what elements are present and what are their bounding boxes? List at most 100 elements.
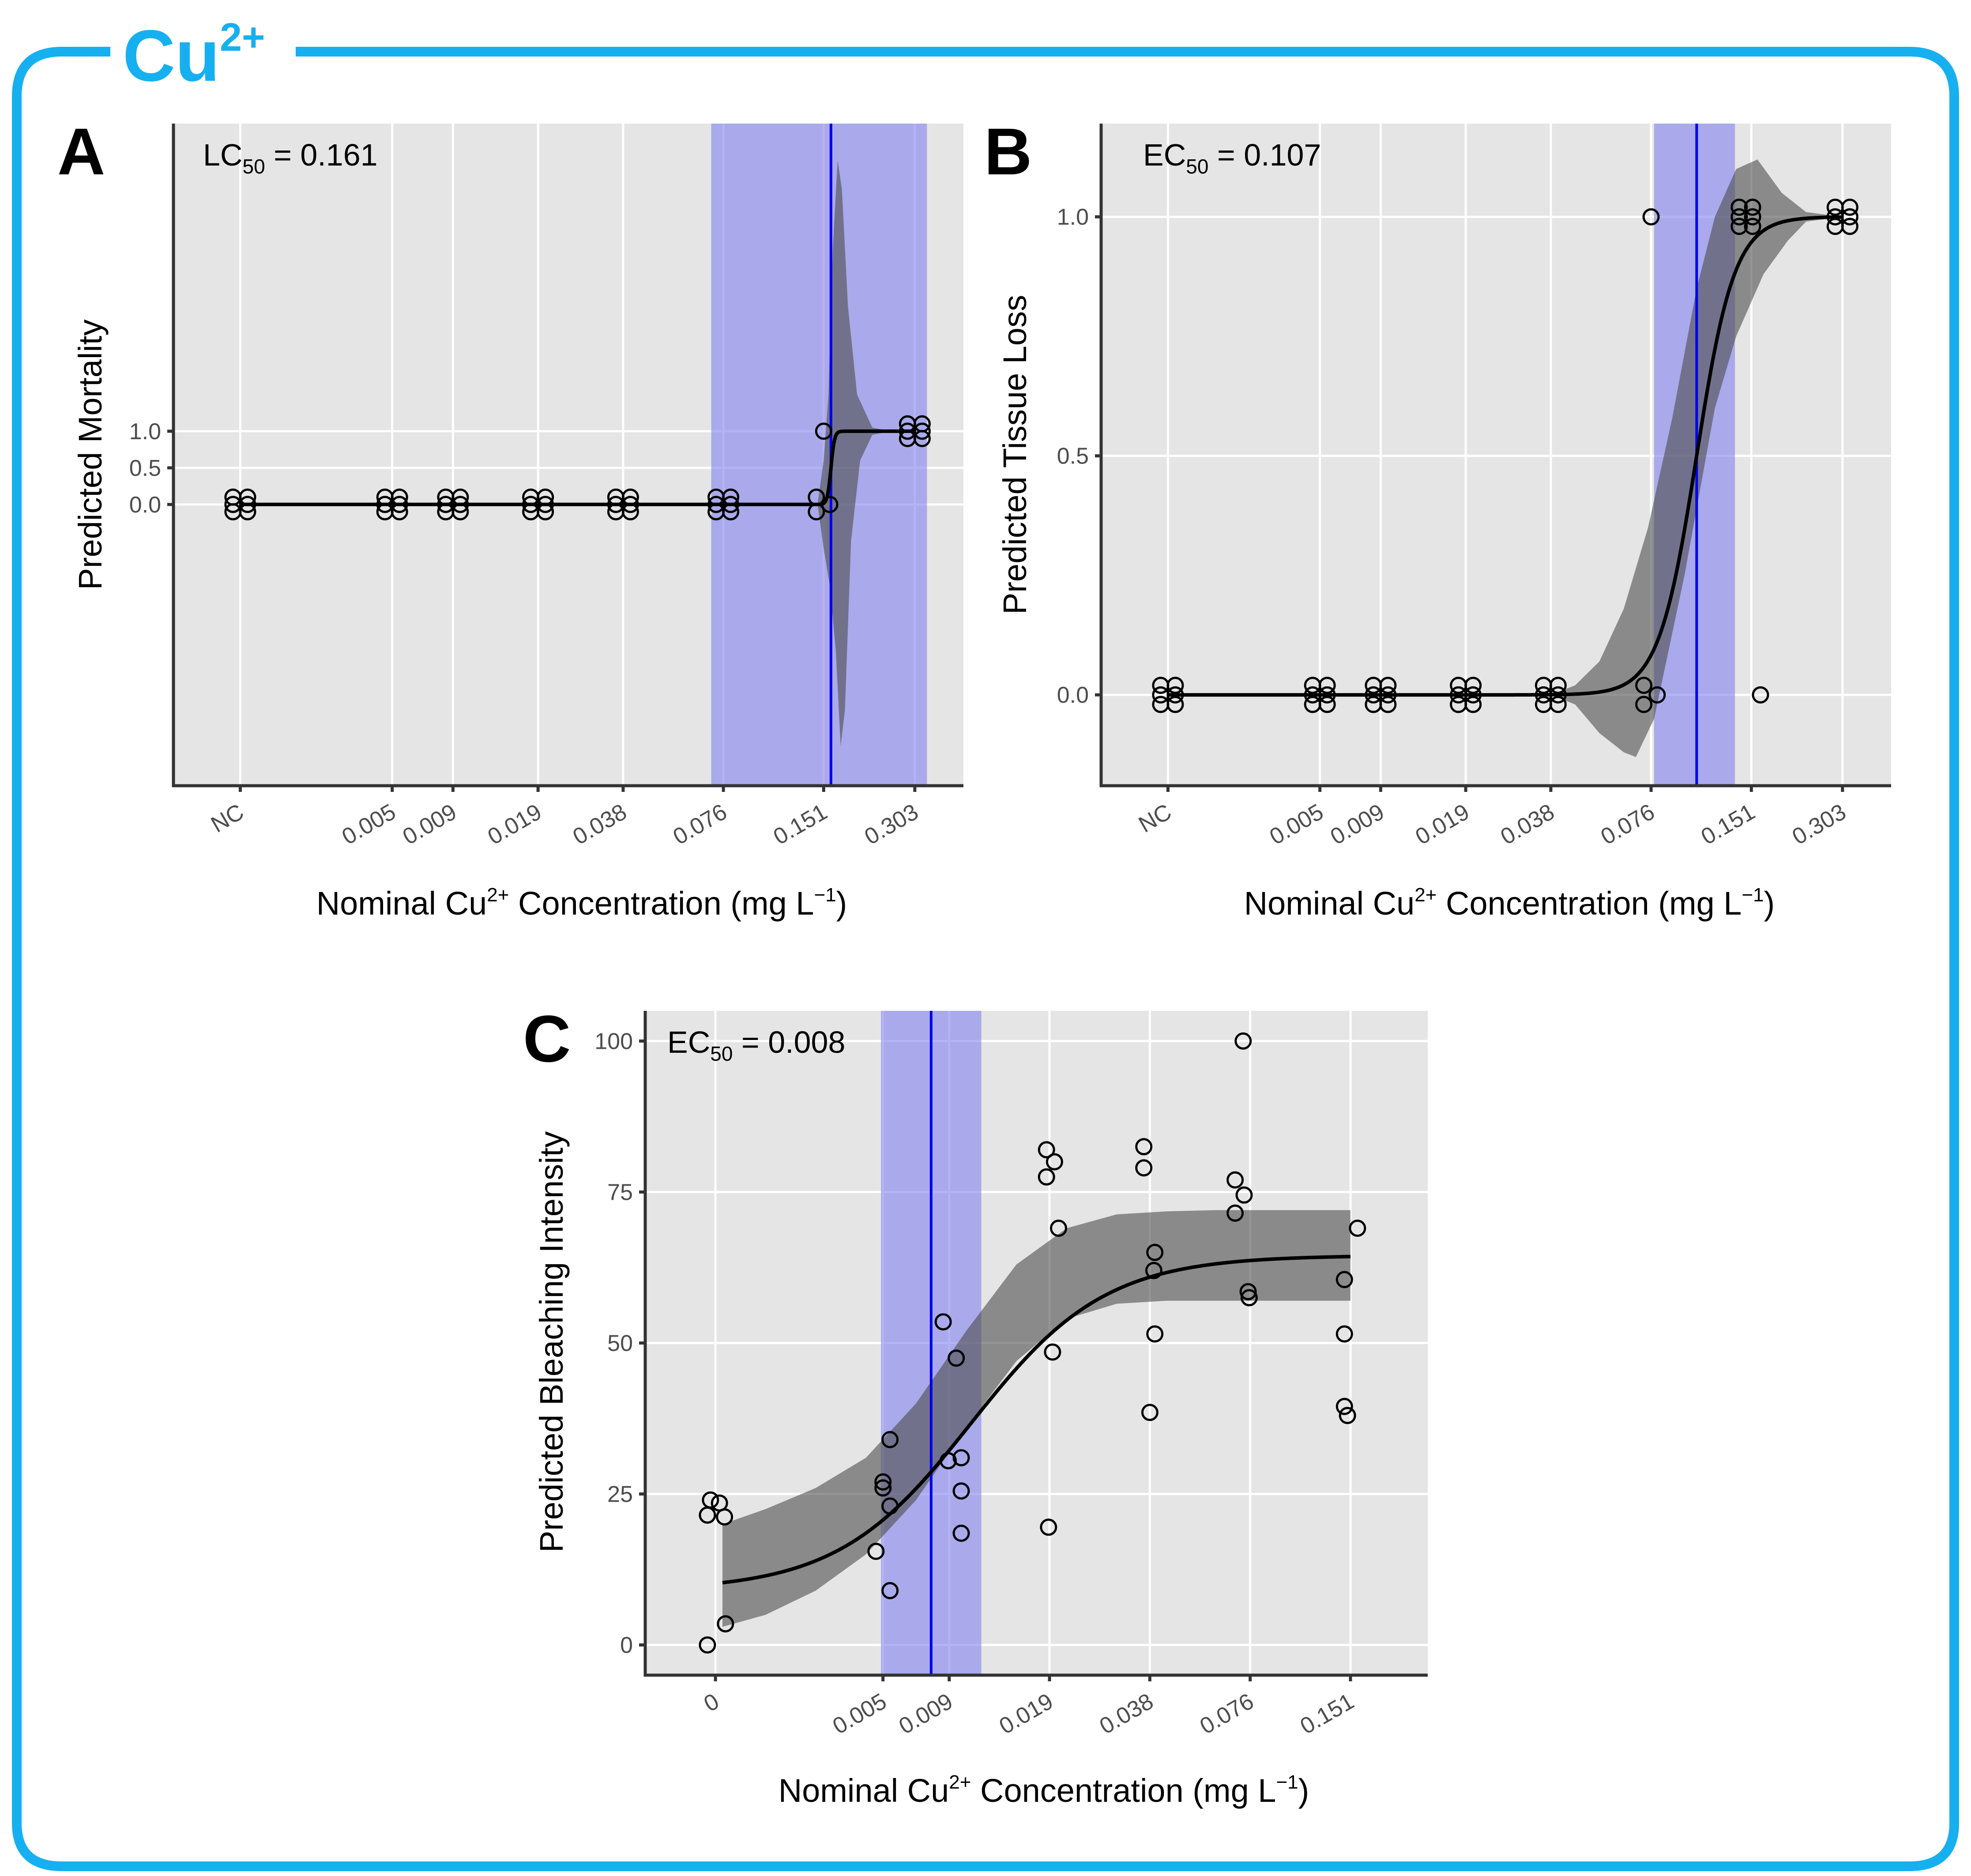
panel-a-point-31 [722, 496, 740, 513]
figure-frame [12, 47, 1959, 1871]
panel-a-point-45 [913, 430, 931, 447]
panel-c-xlabel-sup1: 2+ [949, 1771, 971, 1793]
panel-a-point-11 [391, 503, 408, 520]
panel-c-x-tick-label-2: 0.009 [895, 1688, 957, 1739]
panel-b-point-44 [1841, 199, 1858, 216]
panel-a-point-1 [239, 496, 256, 513]
panel-c-xlabel-pre: Nominal Cu [779, 1772, 949, 1809]
panel-b-point-36 [1730, 199, 1748, 216]
panel-a-point-35 [722, 503, 740, 520]
panel-b-xlabel-sup1: 2+ [1414, 884, 1437, 906]
panel-c-fit-curve [722, 1254, 1351, 1585]
panel-b-point-29 [1549, 696, 1567, 713]
panel-b-x-tick-label-2: 0.009 [1326, 799, 1389, 850]
panel-c-stat-value: = 0.008 [733, 1025, 845, 1059]
panel-b-point-7 [1318, 686, 1336, 704]
panel-c-point-8 [881, 1431, 899, 1448]
panel-b-point-5 [1166, 696, 1184, 713]
panel-c-point-11 [881, 1582, 899, 1599]
panel-a-point-17 [451, 503, 469, 520]
panel-b-point-17 [1379, 696, 1397, 713]
panel-a-y-tick-labels: 0.0 0.5 1.0 [129, 419, 161, 518]
panel-c-point-34 [1239, 1283, 1257, 1300]
panel-b-letter: B [984, 114, 1032, 188]
panel-c-x-tick-label-6: 0.151 [1296, 1688, 1358, 1739]
panel-b-stat-value: = 0.107 [1208, 138, 1321, 172]
panel-b-point-19 [1464, 686, 1482, 704]
panel-c-point-5 [716, 1508, 733, 1526]
panel-c-ec50-label: EC50 = 0.008 [667, 1025, 845, 1065]
panel-a-point-39 [815, 422, 832, 440]
panel-c-point-35 [1240, 1289, 1258, 1307]
panel-a-fit-curve [240, 429, 915, 506]
panel-c-y-tick-label-4: 100 [594, 1028, 633, 1054]
panel-b-xlabel-post: ) [1764, 885, 1775, 922]
panel-c-point-19 [1038, 1168, 1055, 1186]
panel-c-point-21 [1050, 1220, 1067, 1237]
panel-a-x-axis-title: Nominal Cu2+ Concentration (mg L−1) [316, 884, 847, 922]
panel-b-y-tick-label-0: 0.0 [1057, 682, 1089, 708]
panel-c-point-27 [1145, 1262, 1162, 1279]
panel-c-point-22 [1044, 1343, 1061, 1361]
panel-b-point-15 [1379, 677, 1397, 694]
panel-a-point-41 [913, 422, 931, 440]
panel-c-xlabel-sup2: −1 [1276, 1771, 1298, 1793]
panel-b-point-46 [1841, 218, 1858, 235]
panel-c-point-13 [948, 1349, 965, 1367]
ion-charge: 2+ [220, 15, 265, 60]
panel-b-ec50-label: EC50 = 0.107 [1143, 138, 1321, 178]
ion-title: Cu2+ [123, 15, 265, 96]
panel-c-point-4 [699, 1506, 716, 1524]
panel-a-x-tick-label-2: 0.009 [399, 799, 461, 850]
panel-c-xlabel-post: ) [1298, 1772, 1309, 1809]
panel-c-point-33 [1226, 1204, 1244, 1222]
panel-b-x-tick-label-7: 0.303 [1788, 799, 1851, 850]
panel-c-y-axis-title: Predicted Bleaching Intensity [533, 1131, 570, 1552]
panel-c-point-39 [1335, 1398, 1353, 1415]
panel-b-stat-subscript: 50 [1186, 155, 1208, 178]
panel-c-point-14 [940, 1452, 957, 1469]
panel-c-point-9 [881, 1497, 899, 1515]
panel-b-xlabel-sup2: −1 [1742, 884, 1764, 906]
panel-c-point-26 [1146, 1243, 1164, 1261]
panel-a-point-25 [621, 496, 639, 513]
panel-c-point-36 [1335, 1271, 1353, 1288]
panel-a-point-13 [451, 496, 469, 513]
panel-b-y-axis-title: Predicted Tissue Loss [997, 295, 1033, 614]
panel-a-letter: A [57, 114, 105, 188]
panel-c-point-30 [1234, 1032, 1252, 1050]
panel-a-xlabel-sup2: −1 [814, 884, 836, 906]
panel-c-axes [639, 1011, 1428, 1681]
panel-b-xlabel-mid: Concentration (mg L [1437, 885, 1742, 922]
panel-b-x-tick-label-1: 0.005 [1265, 799, 1328, 850]
panel-a-point-5 [239, 503, 256, 520]
panel-b-point-30 [1635, 677, 1653, 694]
panel-a-lc50-label: LC50 = 0.161 [203, 138, 378, 178]
panel-b-point-42 [1841, 208, 1858, 226]
panel-c-point-32 [1235, 1186, 1253, 1204]
panel-c-point-12 [934, 1313, 952, 1331]
panel-a-x-tick-label-1: 0.005 [338, 799, 400, 850]
panel-c-x-tick-label-3: 0.019 [995, 1688, 1057, 1739]
panel-b-point-9 [1318, 677, 1336, 694]
ion-name: Cu [123, 15, 220, 96]
panel-c-bleaching: 0 25 50 75 100 0 0.005 0.009 0.019 0.038 0.076 0.1… [523, 1002, 1428, 1809]
panel-b-axes [1095, 124, 1891, 792]
panel-c-x-tick-label-5: 0.076 [1196, 1688, 1258, 1739]
panel-b-point-27 [1549, 677, 1567, 694]
panel-a-xlabel-mid: Concentration (mg L [509, 885, 814, 922]
panel-b-xlabel-pre: Nominal Cu [1244, 885, 1415, 922]
panel-b-x-axis-title: Nominal Cu2+ Concentration (mg L−1) [1244, 884, 1775, 922]
panel-c-y-tick-label-1: 25 [607, 1482, 633, 1507]
panel-b-point-11 [1318, 696, 1336, 713]
panel-a-stat-subscript: 50 [242, 155, 265, 178]
panel-b-point-37 [1744, 199, 1761, 216]
panel-b-point-3 [1166, 677, 1184, 694]
panel-a-x-tick-label-6: 0.151 [769, 799, 832, 850]
panel-b-point-33 [1642, 208, 1660, 226]
panel-b-x-tick-label-0: NC [1134, 799, 1176, 838]
panel-c-letter: C [523, 1002, 571, 1076]
panel-a-y-tick-label-1: 0.5 [129, 456, 161, 481]
